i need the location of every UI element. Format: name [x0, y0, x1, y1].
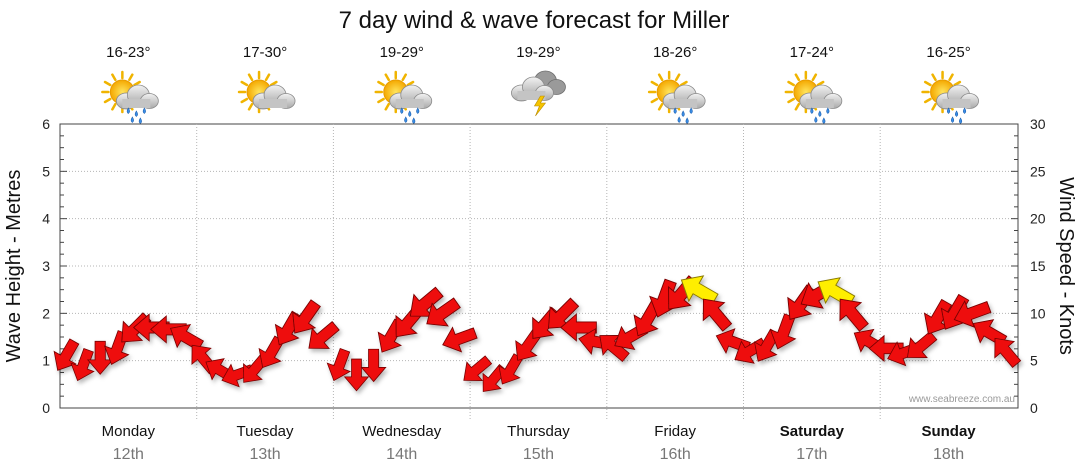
wind-arrow	[343, 358, 370, 392]
temperature-range: 18-26°	[653, 44, 697, 61]
day-labels: Monday 12th Tuesday 13th Wednesday 14th Thursd…	[102, 423, 977, 463]
wind-arrow	[308, 321, 340, 349]
wind-arrow	[994, 337, 1022, 369]
wind-arrow	[292, 299, 321, 334]
wind-arrow	[906, 330, 938, 359]
wind-arrow	[463, 355, 493, 381]
wind-arrow	[680, 275, 719, 306]
right-tick-label: 25	[1030, 163, 1046, 179]
sun-cloud-rain-icon	[374, 70, 433, 124]
day-date-label: 17th	[796, 446, 827, 463]
day-name-label: Wednesday	[362, 423, 441, 440]
sun-cloud-rain-icon	[921, 70, 979, 124]
sun-cloud-rain-icon	[784, 70, 843, 124]
right-tick-label: 30	[1030, 116, 1046, 132]
wind-arrow	[953, 300, 992, 328]
left-tick-label: 2	[42, 305, 50, 321]
day-header: 17-24°	[784, 44, 843, 124]
temperature-range: 16-23°	[106, 44, 150, 61]
right-tick-label: 5	[1030, 353, 1038, 369]
right-tick-label: 20	[1030, 211, 1046, 227]
day-date-label: 12th	[113, 446, 144, 463]
day-header: 19-29°	[374, 44, 433, 124]
wind-arrow	[70, 347, 95, 382]
day-name-label: Tuesday	[237, 423, 294, 440]
day-header: 16-25°	[921, 44, 979, 124]
left-axis-label: Wave Height - Metres	[3, 170, 25, 363]
chart-title: 7 day wind & wave forecast for Miller	[339, 7, 730, 34]
wind-arrow	[839, 298, 869, 332]
day-date-label: 14th	[386, 446, 417, 463]
temperature-range: 17-30°	[243, 44, 287, 61]
wind-arrow	[360, 348, 387, 383]
right-tick-label: 15	[1030, 258, 1046, 274]
day-name-label: Friday	[654, 423, 696, 440]
wind-arrow	[442, 326, 478, 353]
day-header: 16-23°	[101, 44, 159, 124]
watermark: www.seabreeze.com.au	[908, 394, 1015, 405]
day-name-label: Sunday	[921, 423, 976, 440]
day-date-label: 18th	[933, 446, 964, 463]
day-name-label: Saturday	[780, 423, 845, 440]
right-tick-label: 10	[1030, 305, 1046, 321]
wind-arrow	[702, 298, 733, 332]
right-tick-label: 0	[1030, 400, 1038, 416]
wind-arrow-series	[53, 275, 1022, 392]
sun-cloud-rain-icon	[647, 70, 706, 124]
wind-arrow	[560, 313, 597, 342]
left-tick-label: 1	[42, 353, 50, 369]
sun-cloud-rain-icon	[101, 70, 159, 124]
left-tick-label: 3	[42, 258, 50, 274]
temperature-range: 19-29°	[380, 44, 424, 61]
wind-arrow	[169, 323, 205, 352]
wind-arrow	[426, 297, 461, 327]
sun-cloud-icon	[237, 70, 296, 114]
day-header: 18-26°	[647, 44, 706, 124]
right-axis-label: Wind Speed - Knots	[1055, 177, 1077, 355]
left-axis: 0 1 2 3 4 5 6	[42, 116, 67, 416]
left-tick-label: 4	[42, 211, 50, 227]
day-name-label: Thursday	[507, 423, 570, 440]
plot-area	[59, 123, 1019, 420]
day-name-label: Monday	[102, 423, 156, 440]
left-tick-label: 6	[42, 116, 50, 132]
left-tick-label: 5	[42, 163, 50, 179]
day-forecast-headers: 16-23° 17-30° 19-29° 19-29° 18-26° 17-24° 16-2…	[101, 44, 979, 124]
temperature-range: 16-25°	[926, 44, 970, 61]
temperature-range: 17-24°	[790, 44, 834, 61]
day-date-label: 15th	[523, 446, 554, 463]
thunderstorm-icon	[511, 70, 566, 117]
day-header: 17-30°	[237, 44, 296, 114]
day-header: 19-29°	[511, 44, 566, 117]
left-tick-label: 0	[42, 400, 50, 416]
wind-arrow	[326, 347, 352, 382]
day-date-label: 13th	[249, 446, 280, 463]
right-axis: 0 5 10 15 20 25 30	[1011, 116, 1046, 416]
wind-arrow	[53, 338, 80, 371]
day-date-label: 16th	[660, 446, 691, 463]
temperature-range: 19-29°	[516, 44, 560, 61]
